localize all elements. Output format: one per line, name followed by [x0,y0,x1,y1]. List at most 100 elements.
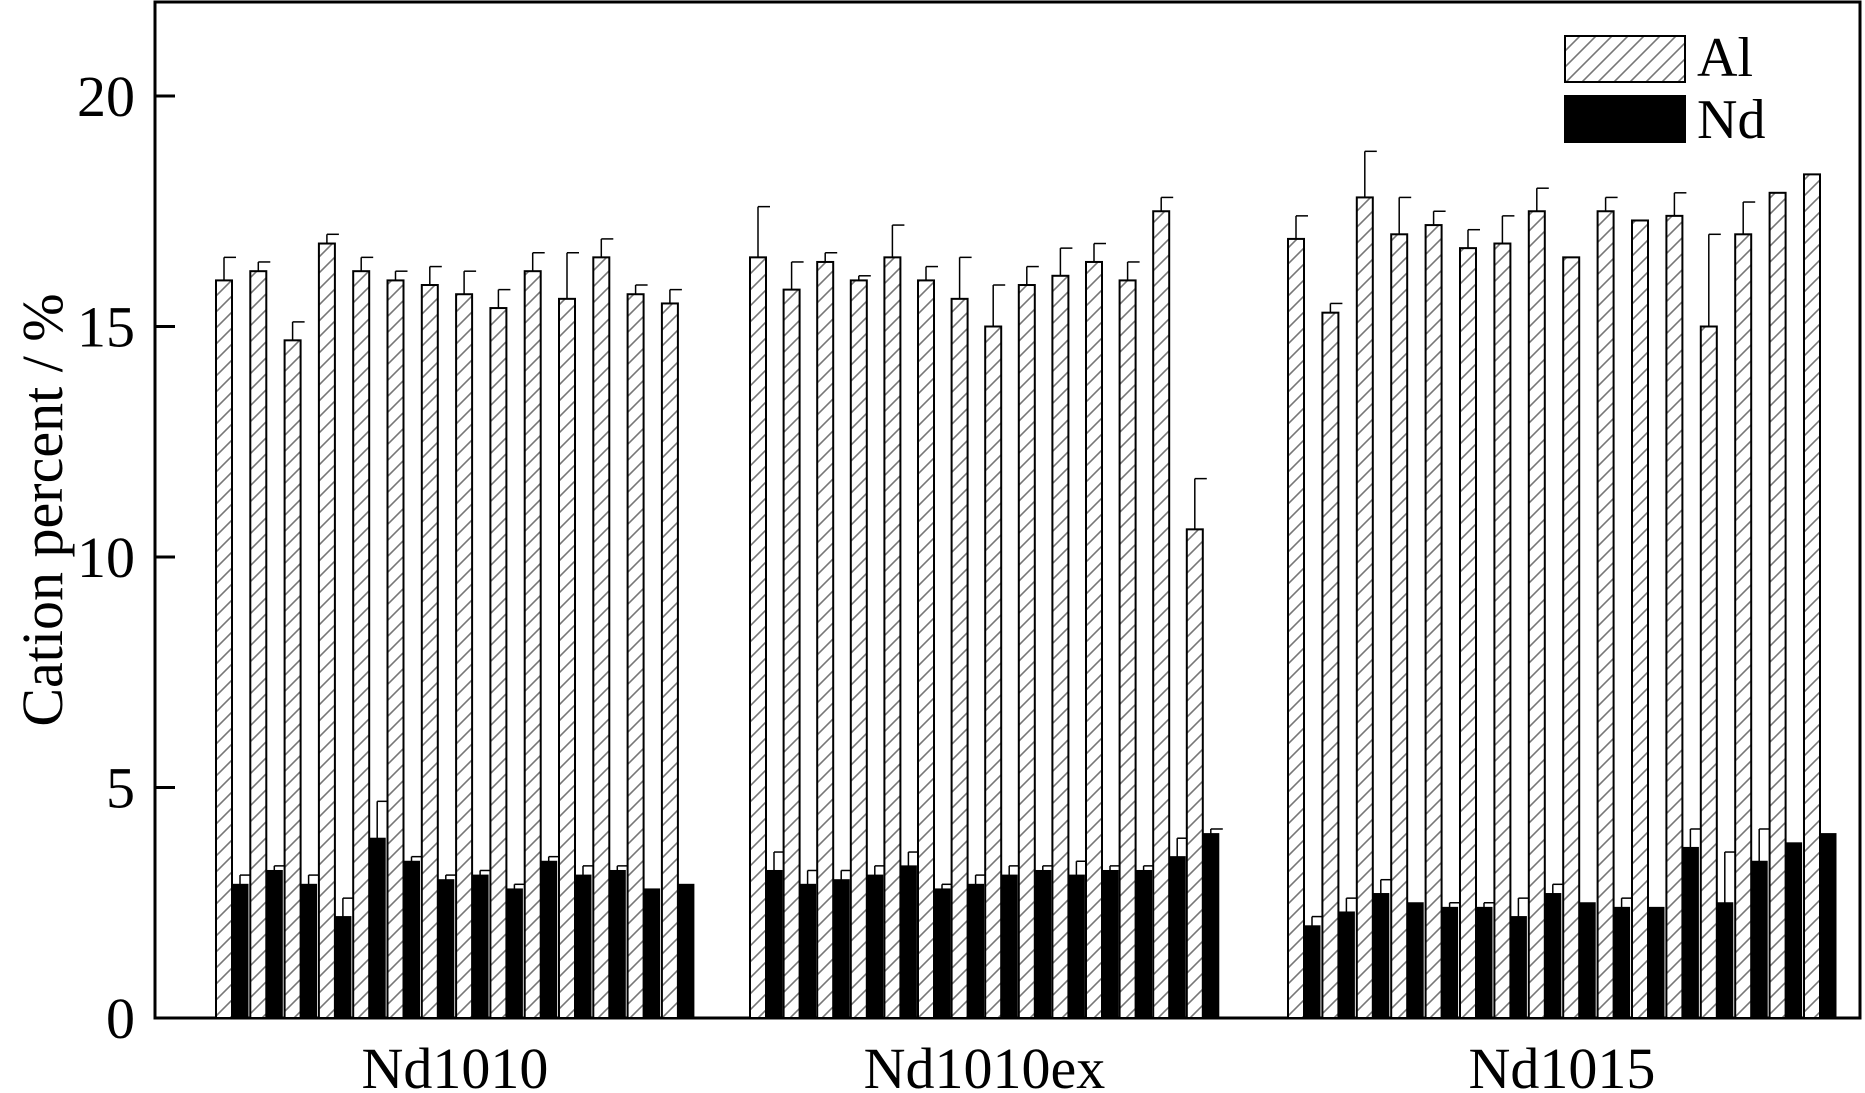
bar-al-nd1010ex-2 [782,288,801,1019]
bar-al-nd1015-16 [1803,173,1821,1019]
bar-nd-nd1010ex-4 [866,874,884,1019]
bar-nd-nd1010ex-8 [1000,874,1018,1019]
bar-nd-nd1015-11 [1647,906,1665,1019]
x-group-label: Nd1010 [362,1036,549,1093]
bar-al-nd1010-13 [626,293,645,1020]
bar-al-nd1015-15 [1768,191,1787,1019]
bar-al-nd1015-14 [1734,233,1753,1020]
y-axis-title: Cation percent / % [10,293,75,726]
bar-nd-nd1015-16 [1819,833,1837,1019]
bar-al-nd1015-6 [1459,247,1477,1019]
bar-al-nd1010-11 [558,297,576,1019]
bar-al-nd1015-11 [1631,219,1649,1020]
bar-al-nd1010ex-7 [950,297,969,1019]
bar-nd-nd1010-11 [574,874,592,1019]
bar-nd-nd1015-1 [1303,925,1321,1019]
bar-al-nd1010ex-4 [849,279,868,1019]
bar-al-nd1010ex-10 [1051,274,1070,1020]
bar-al-nd1010-14 [660,302,679,1019]
legend: Al Nd [1564,27,1765,151]
bar-al-nd1010-4 [317,242,336,1019]
bar-al-nd1010-10 [523,270,542,1019]
bar-nd-nd1010-4 [334,916,352,1019]
bar-al-nd1010ex-12 [1118,279,1137,1019]
x-group-label: Nd1015 [1469,1036,1656,1093]
bar-nd-nd1015-3 [1372,893,1390,1019]
bar-al-nd1015-10 [1596,210,1615,1019]
bar-al-nd1010ex-1 [749,256,767,1020]
bar-al-nd1015-2 [1321,311,1340,1020]
bar-al-nd1015-1 [1287,237,1305,1020]
bar-al-nd1015-9 [1562,256,1581,1020]
bar-al-nd1015-13 [1699,325,1718,1019]
bar-nd-nd1010ex-11 [1101,869,1119,1019]
bar-nd-nd1010-6 [403,860,420,1019]
bars-layer [215,150,1837,1020]
bar-al-nd1015-12 [1665,214,1684,1020]
bar-nd-nd1015-15 [1785,842,1803,1019]
bar-al-nd1010-6 [386,279,405,1019]
bar-al-nd1015-3 [1355,196,1374,1020]
bar-al-nd1010-8 [455,293,474,1020]
bar-nd-nd1010-2 [265,869,283,1019]
bar-nd-nd1010-12 [608,869,626,1019]
y-tick-label: 15 [77,295,135,360]
bar-nd-nd1010ex-10 [1067,874,1085,1019]
x-axis: Nd1010 Nd1010ex Nd1015 [362,1036,1656,1093]
bar-al-nd1010ex-5 [883,256,902,1020]
bar-al-nd1015-5 [1424,224,1443,1019]
bar-al-nd1010-12 [592,256,611,1020]
bar-nd-nd1010ex-3 [832,879,850,1019]
bar-al-nd1015-8 [1527,210,1546,1019]
bar-nd-nd1010ex-6 [933,888,951,1019]
bar-al-nd1010-1 [215,279,233,1019]
y-tick-label: 20 [77,64,135,129]
y-tick-label: 0 [106,986,135,1051]
bar-nd-nd1010-5 [368,837,386,1019]
bar-nd-nd1010-13 [643,888,661,1019]
bar-al-nd1010ex-3 [816,260,835,1019]
bar-nd-nd1015-8 [1544,893,1562,1019]
bar-nd-nd1010ex-7 [967,883,985,1019]
bar-al-nd1010ex-8 [984,325,1003,1019]
bar-nd-nd1015-2 [1337,911,1355,1019]
bar-nd-nd1015-14 [1750,860,1768,1019]
bar-nd-nd1015-6 [1475,906,1493,1019]
bar-nd-nd1010ex-13 [1168,856,1186,1019]
bar-nd-nd1010ex-12 [1135,869,1153,1019]
x-group-label: Nd1010ex [864,1036,1106,1093]
bar-al-nd1015-7 [1493,242,1512,1019]
bar-al-nd1010-7 [420,284,439,1019]
bar-al-nd1010ex-6 [917,279,935,1019]
bar-nd-nd1010ex-2 [799,883,817,1019]
bar-al-nd1010ex-11 [1085,260,1103,1019]
bar-nd-nd1010ex-5 [899,865,917,1019]
bar-al-nd1010-9 [489,307,508,1019]
bar-nd-nd1010-8 [471,874,489,1019]
bar-nd-nd1010ex-9 [1034,869,1052,1019]
legend-label-al: Al [1697,27,1753,89]
y-tick-label: 5 [106,756,135,821]
bar-al-nd1015-4 [1390,233,1409,1020]
bar-al-nd1010-2 [249,270,268,1019]
legend-swatch-nd [1564,95,1686,143]
bar-nd-nd1015-9 [1578,902,1596,1019]
bar-al-nd1010ex-14 [1185,528,1204,1020]
bar-nd-nd1010ex-1 [765,869,783,1019]
bar-nd-nd1015-4 [1406,902,1424,1019]
bar-nd-nd1010-10 [540,860,558,1019]
bar-nd-nd1010-3 [300,883,318,1019]
y-axis: 0 5 10 15 20 [77,64,175,1051]
bar-nd-nd1010-14 [677,883,695,1019]
bar-nd-nd1010-7 [437,879,455,1019]
bar-al-nd1010-3 [283,339,302,1019]
bar-al-nd1010ex-13 [1152,210,1171,1019]
bar-al-nd1010-5 [352,270,371,1019]
bar-nd-nd1015-13 [1716,902,1734,1019]
bar-al-nd1010ex-9 [1017,284,1036,1019]
legend-swatch-al [1564,35,1686,83]
bar-nd-nd1015-10 [1613,906,1631,1019]
bar-nd-nd1010-9 [505,888,523,1019]
bar-nd-nd1015-12 [1681,846,1699,1019]
